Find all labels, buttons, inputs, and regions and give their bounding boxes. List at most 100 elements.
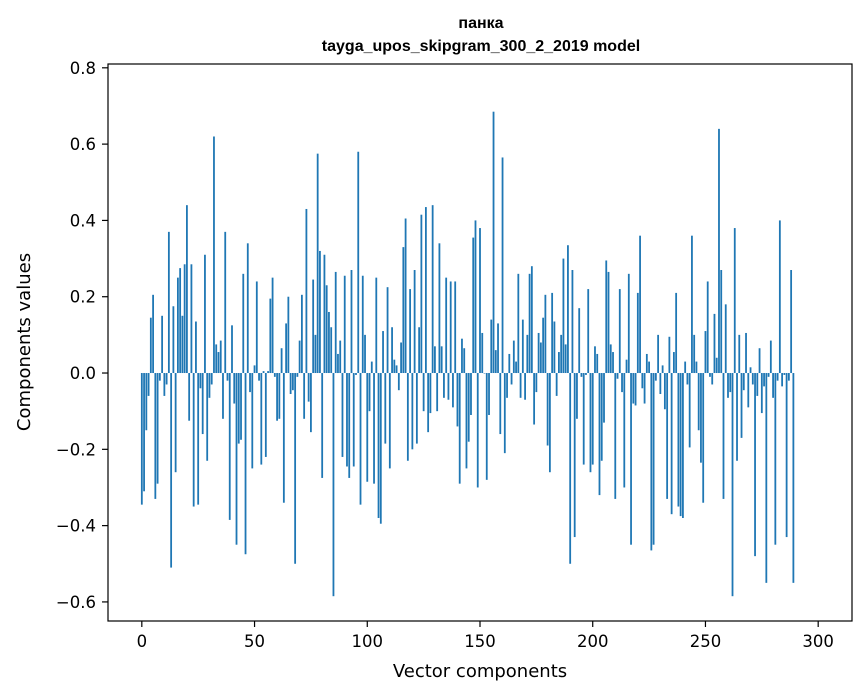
- bar: [542, 317, 545, 374]
- bar: [645, 353, 648, 374]
- bar: [591, 373, 594, 465]
- bar: [197, 373, 200, 505]
- bar: [787, 373, 790, 381]
- bar: [499, 373, 502, 435]
- bar: [443, 373, 445, 398]
- bar: [427, 373, 430, 433]
- bar: [285, 323, 288, 374]
- bar: [143, 373, 145, 492]
- bar: [652, 373, 655, 545]
- bar: [634, 373, 637, 406]
- bar: [758, 348, 761, 374]
- bar: [312, 279, 315, 374]
- bar: [174, 373, 177, 473]
- x-axis: 0 50 100 150 200 250 300: [137, 621, 834, 651]
- bar: [415, 373, 418, 444]
- bar: [296, 373, 299, 377]
- bar: [244, 373, 247, 555]
- bar: [720, 270, 723, 374]
- bar: [751, 373, 754, 385]
- bar: [298, 340, 301, 374]
- bar: [688, 373, 691, 448]
- bar: [539, 342, 542, 374]
- bar: [463, 348, 466, 374]
- bar: [733, 228, 736, 374]
- bar: [161, 315, 164, 374]
- bar: [291, 373, 294, 391]
- bar: [325, 285, 328, 374]
- bar: [472, 237, 475, 374]
- bar: [691, 235, 693, 374]
- bar: [181, 315, 184, 374]
- bar: [454, 281, 457, 374]
- y-tick-label: 0.8: [70, 59, 96, 78]
- bar: [659, 373, 662, 394]
- bar: [616, 373, 619, 379]
- bar: [379, 373, 382, 524]
- bar: [625, 359, 628, 374]
- bar: [289, 373, 292, 394]
- bar: [201, 373, 204, 435]
- bar: [668, 336, 671, 374]
- bar: [697, 373, 700, 431]
- bar: [718, 128, 720, 374]
- bar: [226, 373, 229, 381]
- bar: [684, 361, 687, 374]
- bar: [352, 373, 355, 467]
- bar: [195, 321, 197, 374]
- bar: [319, 250, 321, 374]
- bar: [172, 306, 175, 374]
- bar: [639, 235, 641, 374]
- bar: [330, 327, 333, 374]
- bar: [754, 373, 756, 557]
- bar: [456, 373, 459, 427]
- bar: [596, 353, 599, 374]
- bar: [713, 313, 716, 374]
- bar: [429, 373, 432, 414]
- bar: [400, 342, 402, 374]
- bar: [521, 319, 524, 374]
- bar: [323, 254, 326, 374]
- bar: [675, 292, 678, 374]
- bar: [192, 373, 195, 507]
- bar: [503, 373, 506, 454]
- bar: [418, 327, 421, 374]
- bar: [231, 325, 233, 374]
- bar: [255, 281, 258, 374]
- bar: [395, 365, 398, 374]
- bar: [612, 352, 614, 374]
- bar: [506, 373, 508, 398]
- bars-group: [140, 111, 795, 597]
- bar: [747, 373, 750, 408]
- bar: [253, 365, 256, 374]
- bar: [614, 373, 617, 499]
- bar: [548, 373, 551, 473]
- bar: [224, 231, 227, 374]
- bar: [386, 287, 389, 374]
- bar: [641, 373, 644, 389]
- bar: [411, 373, 414, 450]
- bar: [382, 331, 384, 374]
- bar: [709, 373, 711, 377]
- bar: [235, 373, 238, 545]
- bar: [246, 243, 249, 374]
- bar: [334, 271, 337, 374]
- bar: [686, 373, 689, 385]
- bar: [262, 371, 265, 374]
- bar: [377, 373, 380, 518]
- bar: [760, 373, 763, 414]
- bar: [745, 332, 747, 374]
- y-tick-label: −0.4: [56, 517, 96, 536]
- x-tick-label: 50: [244, 632, 265, 651]
- bar: [585, 373, 587, 375]
- bar: [663, 373, 666, 410]
- bar: [251, 373, 254, 469]
- bar: [434, 346, 436, 374]
- bar: [305, 208, 308, 374]
- bar: [445, 277, 448, 374]
- bar: [156, 373, 159, 484]
- bar: [321, 373, 324, 478]
- bar: [476, 373, 479, 488]
- bar: [738, 334, 741, 374]
- bar: [515, 361, 517, 374]
